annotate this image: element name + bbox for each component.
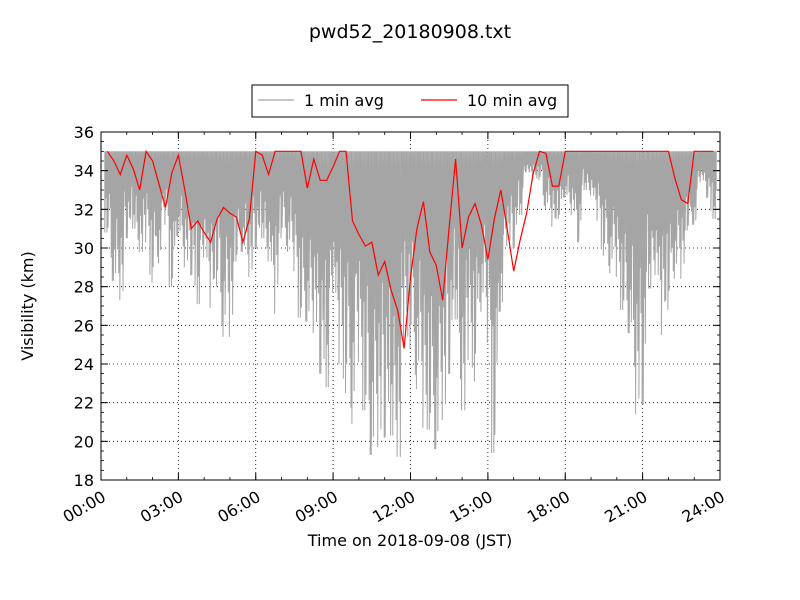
y-tick-label: 20: [74, 432, 94, 451]
y-axis-label: Visibility (km): [18, 251, 37, 360]
y-tick-label: 36: [74, 123, 94, 142]
y-tick-label: 30: [74, 239, 94, 258]
y-tick-label: 28: [74, 278, 94, 297]
y-tick-label: 26: [74, 316, 94, 335]
axis-ticks: [100, 131, 721, 481]
chart-title: pwd52_20180908.txt: [309, 21, 511, 43]
y-tick-label: 32: [74, 200, 94, 219]
series-line-10-min-avg: [106, 149, 714, 349]
legend-box: [251, 84, 569, 118]
legend-label-1-min-avg: 1 min avg: [304, 91, 384, 110]
series-line-1-min-avg: [104, 151, 717, 457]
y-tick-labels: 18 20 22 24 26 28 30 32 34 36: [74, 123, 94, 490]
legend: 1 min avg 10 min avg: [251, 84, 569, 118]
y-tick-label: 34: [74, 162, 94, 181]
y-tick-label: 18: [74, 471, 94, 490]
x-axis-label: Time on 2018-09-08 (JST): [307, 531, 512, 550]
y-tick-label: 24: [74, 355, 94, 374]
data-series: [104, 149, 717, 457]
legend-label-10-min-avg: 10 min avg: [467, 91, 557, 110]
y-tick-label: 22: [74, 394, 94, 413]
